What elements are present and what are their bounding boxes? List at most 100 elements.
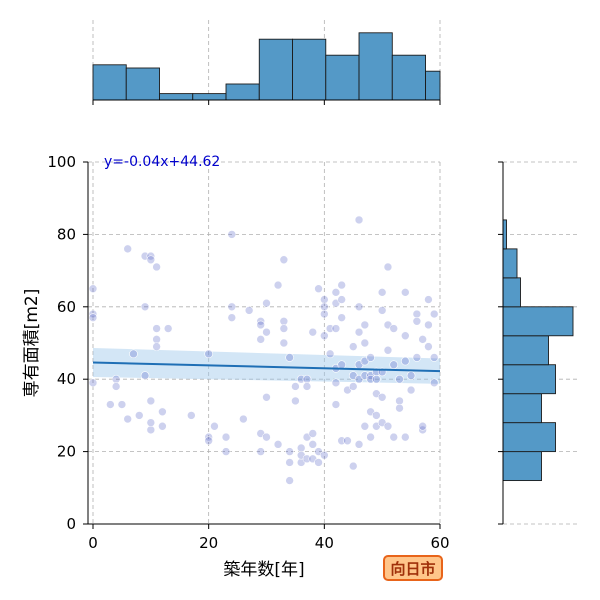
data-point [106, 400, 115, 409]
data-point [262, 327, 271, 337]
data-point [354, 215, 364, 225]
data-point [400, 432, 410, 442]
y-tick-label: 40 [57, 370, 76, 388]
data-point [279, 324, 289, 333]
data-point [377, 288, 387, 297]
data-point [400, 356, 410, 366]
data-point [210, 421, 219, 431]
data-point [285, 476, 294, 485]
data-point [140, 371, 150, 380]
right-hist-bar [502, 451, 542, 482]
data-point [285, 447, 294, 456]
regression-line [92, 361, 441, 373]
top-hist-bar [325, 54, 360, 101]
data-point [412, 309, 422, 319]
y-tick-label: 20 [57, 443, 76, 461]
top-hist-bar [92, 64, 127, 101]
data-point [308, 440, 318, 449]
data-point [111, 374, 121, 384]
data-point [146, 251, 156, 261]
right-hist-bar [502, 422, 556, 453]
data-point [88, 284, 98, 294]
data-point [291, 396, 300, 406]
data-point [152, 335, 161, 344]
data-point [354, 440, 364, 449]
data-point [395, 403, 404, 413]
data-point [372, 411, 381, 420]
data-point [360, 421, 370, 431]
data-point [372, 374, 381, 384]
data-point [227, 313, 237, 322]
data-point [418, 421, 427, 431]
data-point [302, 374, 312, 384]
data-point [152, 324, 161, 333]
data-point [129, 349, 138, 359]
y-tick-label: 80 [57, 225, 76, 243]
data-point [123, 414, 132, 424]
x-axis-label: 築年数[年] [223, 560, 304, 580]
data-point [337, 295, 346, 304]
data-point [418, 335, 427, 344]
data-point [256, 320, 266, 330]
data-point [320, 295, 329, 304]
data-point [152, 262, 161, 272]
data-point [337, 360, 346, 370]
data-point [377, 306, 387, 315]
x-tick-label: 40 [315, 534, 334, 552]
data-point [348, 461, 358, 471]
data-point [314, 458, 323, 467]
data-point [424, 295, 433, 304]
data-point [412, 316, 422, 326]
data-point [348, 342, 358, 351]
data-point [273, 280, 283, 290]
data-point [296, 443, 306, 453]
data-point [320, 302, 329, 312]
right-hist-bar [502, 277, 521, 308]
data-point [395, 374, 404, 384]
data-point [111, 382, 121, 391]
data-point [244, 306, 254, 315]
data-point [88, 309, 98, 319]
data-point [314, 284, 323, 294]
x-tick-label: 0 [88, 534, 98, 552]
data-point [320, 331, 329, 341]
data-point [256, 335, 266, 344]
data-point [262, 298, 271, 308]
data-point [360, 338, 370, 348]
data-point [140, 302, 150, 312]
data-point [279, 316, 289, 326]
data-point [152, 342, 161, 351]
right-hist-bar [502, 393, 542, 424]
data-point [279, 255, 289, 265]
top-hist-bar [391, 54, 426, 101]
data-point [187, 411, 196, 420]
data-point [146, 425, 156, 435]
data-point [331, 400, 341, 409]
top-hist-bar [192, 93, 227, 101]
data-point [331, 324, 341, 333]
data-point [221, 447, 231, 456]
data-point [395, 396, 404, 406]
data-point [383, 262, 393, 272]
data-point [424, 320, 433, 330]
data-point [227, 230, 237, 239]
x-tick-label: 20 [199, 534, 218, 552]
data-point [291, 382, 300, 391]
data-point [256, 316, 266, 326]
data-point [146, 418, 156, 427]
x-tick-label: 60 [430, 534, 449, 552]
data-point [389, 432, 399, 442]
top-hist-bar [159, 93, 194, 101]
data-point [262, 392, 271, 402]
data-point [279, 338, 289, 348]
data-point [383, 345, 393, 355]
right-hist-bar [502, 248, 518, 279]
top-hist-bar [358, 32, 393, 101]
data-point [221, 432, 231, 442]
right-hist-bar [502, 306, 574, 337]
data-point [273, 440, 283, 449]
y-tick-label: 100 [47, 153, 76, 171]
data-point [331, 288, 341, 297]
right-hist-bar [502, 219, 507, 250]
data-point [429, 309, 439, 319]
